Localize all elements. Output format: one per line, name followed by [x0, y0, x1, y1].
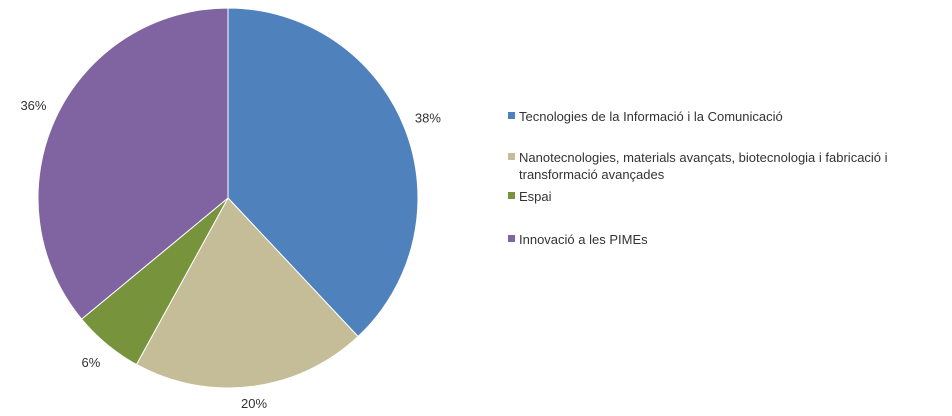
legend-item: Tecnologies de la Informació i la Comuni… — [508, 108, 944, 125]
legend-label: Nanotecnologies, materials avançats, bio… — [519, 150, 888, 182]
data-label: 6% — [82, 355, 101, 370]
legend-item: Innovació a les PIMEs — [508, 231, 944, 248]
pie-slice — [37, 7, 229, 320]
legend-label: Tecnologies de la Informació i la Comuni… — [519, 109, 783, 124]
legend-swatch — [508, 235, 515, 242]
data-label: 38% — [415, 110, 441, 125]
pie-slice — [227, 7, 419, 338]
pie-slice — [135, 197, 359, 389]
legend-swatch — [508, 192, 515, 199]
legend-swatch — [508, 153, 515, 160]
legend-label: Innovació a les PIMEs — [519, 232, 648, 247]
legend-item: Espai — [508, 188, 944, 205]
legend-label: Espai — [519, 189, 552, 204]
data-label: 36% — [20, 98, 46, 113]
legend-swatch — [508, 112, 515, 119]
data-label: 20% — [241, 396, 267, 411]
legend-item: Nanotecnologies, materials avançats, bio… — [508, 149, 944, 183]
